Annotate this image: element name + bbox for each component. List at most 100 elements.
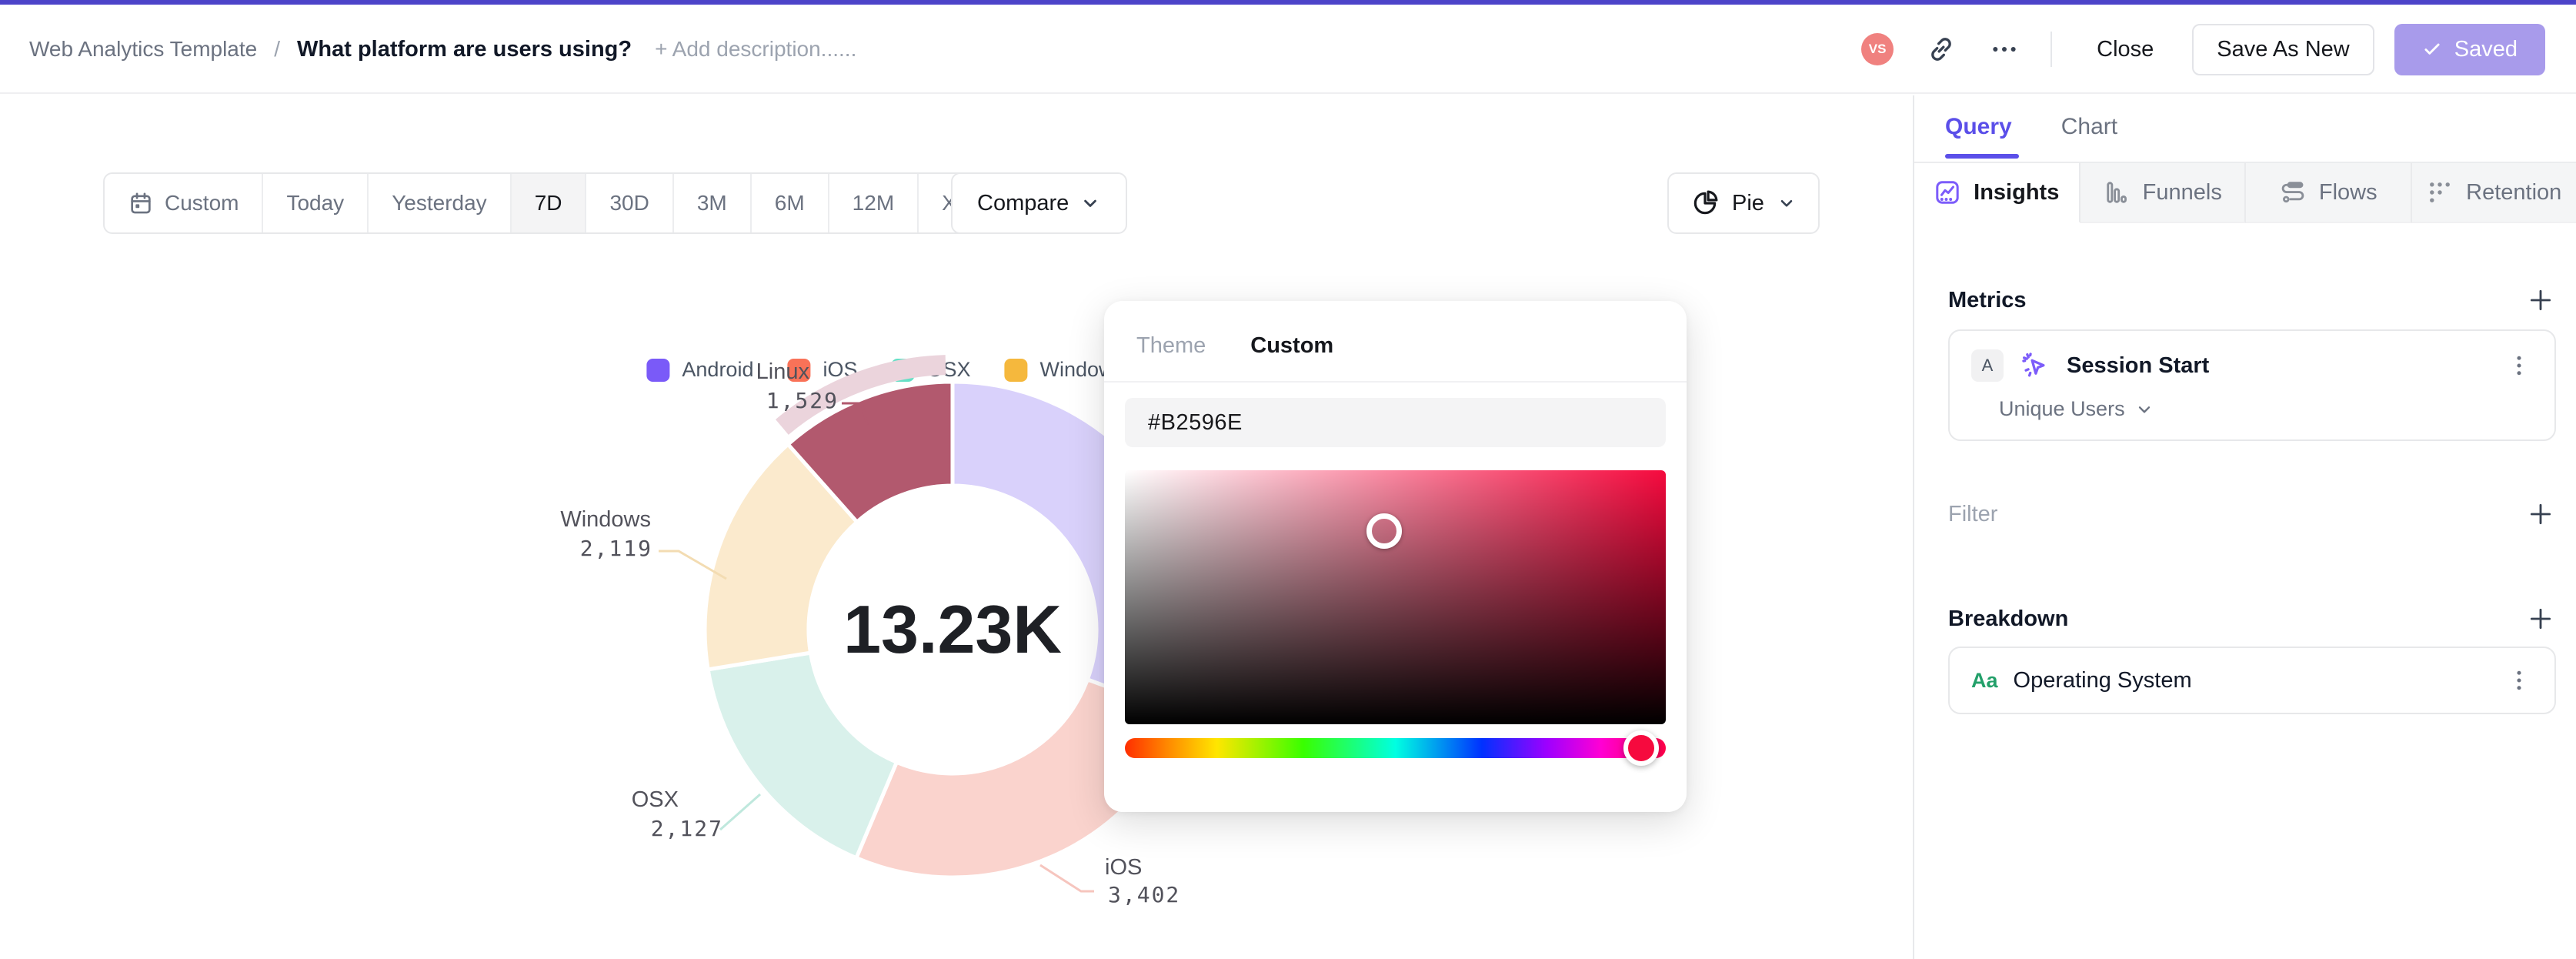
- slice-label-windows: Windows: [560, 507, 651, 532]
- tab-funnels[interactable]: Funnels: [2080, 163, 2246, 223]
- add-description-link[interactable]: + Add description......: [655, 37, 857, 61]
- slice-value-linux: 1,529: [766, 388, 839, 413]
- saved-button-label: Saved: [2454, 36, 2518, 62]
- saved-button[interactable]: Saved: [2394, 23, 2545, 75]
- date-range-30d[interactable]: 30D: [586, 174, 674, 232]
- compare-label: Compare: [977, 190, 1069, 216]
- saturation-gradient-area[interactable]: [1125, 470, 1666, 724]
- pie-slice-ios[interactable]: [853, 677, 1188, 880]
- legend-item-android[interactable]: Android: [646, 358, 753, 382]
- label-leader-line: [719, 793, 761, 831]
- breadcrumb-root[interactable]: Web Analytics Template: [29, 37, 258, 61]
- chevron-down-icon: [1777, 193, 1797, 213]
- date-range-custom[interactable]: Custom: [105, 174, 264, 232]
- date-range-6m[interactable]: 6M: [752, 174, 829, 232]
- filter-heading: Filter: [1948, 501, 1998, 526]
- label-leader-line: [842, 402, 869, 426]
- slice-value-osx: 2,127: [651, 816, 723, 841]
- breakdown-heading: Breakdown: [1948, 606, 2069, 631]
- pie-slice-windows[interactable]: [702, 441, 860, 672]
- tab-insights[interactable]: Insights: [1914, 163, 2080, 223]
- avatar[interactable]: VS: [1861, 33, 1894, 65]
- metric-label: Session Start: [2067, 353, 2210, 378]
- slice-label-linux: Linux: [756, 359, 810, 384]
- kebab-menu-icon[interactable]: [2505, 352, 2533, 379]
- tab-retention[interactable]: Retention: [2411, 163, 2576, 223]
- topbar-divider: [2050, 32, 2053, 67]
- chevron-down-icon: [1079, 192, 1101, 214]
- close-button[interactable]: Close: [2097, 36, 2154, 62]
- slice-value-ios: 3,402: [1108, 882, 1180, 907]
- date-range-yesterday[interactable]: Yesterday: [369, 174, 512, 232]
- color-picker-tabs: Theme Custom: [1136, 333, 1333, 359]
- more-options-icon[interactable]: [1989, 34, 2020, 65]
- page-title[interactable]: What platform are users using?: [297, 36, 632, 62]
- label-leader-line: [659, 550, 727, 580]
- metric-row: A Session Start: [1971, 349, 2533, 382]
- slice-label-osx: OSX: [632, 787, 679, 812]
- popover-divider: [1104, 381, 1687, 383]
- date-range-group: CustomTodayYesterday7D30D3M6M12MXTD: [103, 172, 1041, 234]
- pie-slice-linux[interactable]: [785, 379, 955, 525]
- chevron-down-icon: [2134, 399, 2154, 419]
- kebab-menu-icon[interactable]: [2505, 667, 2533, 694]
- color-picker-popover: Theme Custom: [1104, 301, 1687, 812]
- tab-query[interactable]: Query: [1945, 114, 2012, 139]
- pie-slice-osx[interactable]: [706, 650, 899, 860]
- label-leader-line: [1039, 864, 1094, 893]
- date-range-today[interactable]: Today: [263, 174, 369, 232]
- legend-swatch: [646, 358, 670, 382]
- check-icon: [2424, 43, 2440, 55]
- slice-value-windows: 2,119: [580, 536, 652, 561]
- series-badge: A: [1971, 349, 2004, 382]
- breakdown-label: Operating System: [2013, 667, 2192, 693]
- breakdown-row: Aa Operating System: [1971, 667, 2533, 694]
- insights-icon: [1934, 179, 1961, 206]
- breadcrumb-separator: /: [274, 37, 281, 61]
- legend-swatch: [787, 358, 811, 382]
- query-sidebar: Query Chart Insights Funnels Flows Retentio…: [1913, 95, 2576, 959]
- add-metric-button[interactable]: [2525, 285, 2556, 316]
- legend-swatch: [1004, 358, 1028, 382]
- filter-header: Filter: [1948, 499, 2556, 530]
- share-link-icon[interactable]: [1926, 34, 1957, 65]
- highlight-ring: [776, 355, 946, 435]
- hex-color-input[interactable]: [1125, 398, 1666, 447]
- donut-center-total: 13.23K: [843, 591, 1062, 667]
- tab-chart[interactable]: Chart: [2060, 114, 2118, 139]
- top-bar: Web Analytics Template / What platform a…: [0, 0, 2576, 94]
- add-breakdown-button[interactable]: [2525, 603, 2556, 634]
- cursor-sparkle-icon: [2019, 349, 2051, 382]
- slice-label-ios: iOS: [1105, 855, 1142, 880]
- hue-slider[interactable]: [1125, 730, 1666, 766]
- pie-chart-icon: [1690, 189, 1720, 218]
- aggregation-dropdown[interactable]: Unique Users: [1999, 397, 2533, 421]
- aggregation-label: Unique Users: [1999, 397, 2125, 420]
- tab-flows[interactable]: Flows: [2246, 163, 2412, 223]
- add-filter-button[interactable]: [2525, 499, 2556, 530]
- top-accent-line: [0, 0, 2576, 5]
- sidebar-tabs: Query Chart: [1945, 114, 2117, 140]
- breakdown-card[interactable]: Aa Operating System: [1948, 647, 2556, 714]
- chart-panel: CustomTodayYesterday7D30D3M6M12MXTD Comp…: [0, 95, 1913, 959]
- hue-slider-handle[interactable]: [1623, 730, 1660, 766]
- date-range-7d[interactable]: 7D: [511, 174, 587, 232]
- metrics-heading: Metrics: [1948, 287, 2027, 312]
- legend-item-ios[interactable]: iOS: [787, 358, 857, 382]
- chart-type-button[interactable]: Pie: [1667, 172, 1820, 234]
- tab-theme[interactable]: Theme: [1136, 333, 1206, 358]
- save-as-new-button[interactable]: Save As New: [2192, 23, 2374, 75]
- metrics-header: Metrics: [1948, 285, 2556, 316]
- breakdown-header: Breakdown: [1948, 603, 2556, 634]
- active-tab-underline: [1945, 154, 2019, 159]
- retention-icon: [2426, 179, 2454, 206]
- metric-card[interactable]: A Session Start Unique Users: [1948, 329, 2556, 441]
- compare-button[interactable]: Compare: [951, 172, 1128, 234]
- funnels-icon: [2103, 179, 2131, 206]
- tab-custom[interactable]: Custom: [1250, 333, 1334, 358]
- date-range-12m[interactable]: 12M: [829, 174, 919, 232]
- date-range-3m[interactable]: 3M: [674, 174, 752, 232]
- flows-icon: [2279, 179, 2307, 206]
- saturation-handle[interactable]: [1366, 513, 1403, 550]
